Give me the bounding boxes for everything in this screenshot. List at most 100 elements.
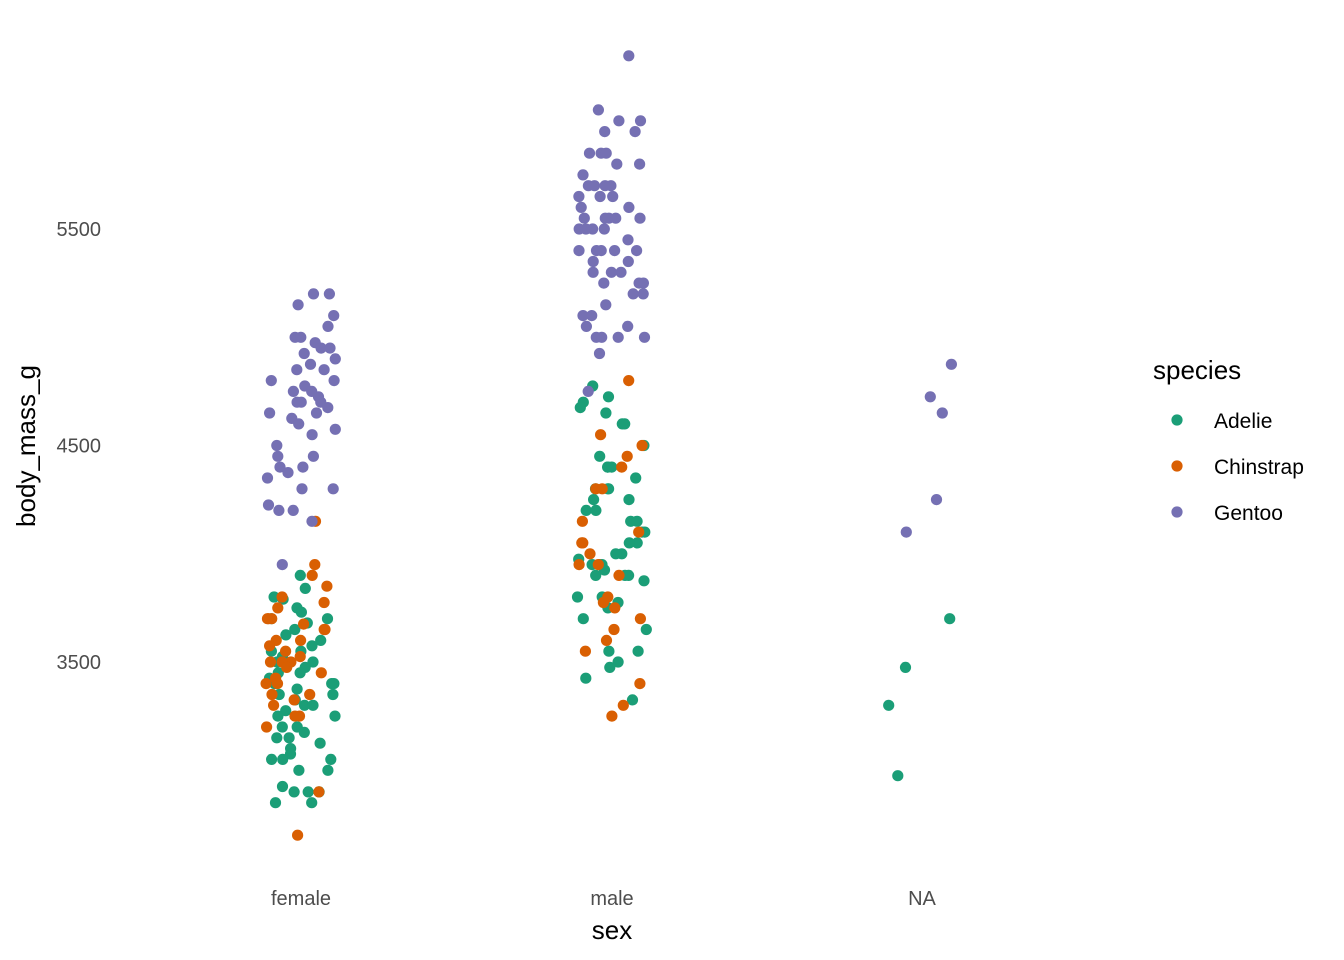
legend-key-chinstrap bbox=[1171, 460, 1183, 472]
data-point-chinstrap bbox=[592, 559, 604, 571]
data-point-gentoo bbox=[583, 147, 596, 159]
data-point-chinstrap bbox=[266, 688, 278, 701]
data-point-gentoo bbox=[306, 515, 318, 527]
data-point-chinstrap bbox=[576, 515, 589, 527]
data-point-adelie bbox=[284, 748, 297, 760]
data-point-gentoo bbox=[291, 364, 303, 376]
data-point-gentoo bbox=[318, 364, 330, 376]
data-point-chinstrap bbox=[313, 786, 325, 798]
data-point-gentoo bbox=[272, 450, 284, 462]
data-point-adelie bbox=[295, 606, 307, 618]
data-point-gentoo bbox=[287, 385, 299, 397]
data-point-adelie bbox=[288, 786, 300, 798]
data-point-gentoo bbox=[274, 461, 286, 473]
data-point-chinstrap bbox=[261, 613, 274, 625]
data-point-chinstrap bbox=[600, 634, 613, 647]
data-point-gentoo bbox=[592, 104, 605, 116]
data-point-chinstrap bbox=[595, 429, 607, 441]
data-point-gentoo bbox=[900, 526, 912, 538]
data-point-chinstrap bbox=[606, 710, 618, 722]
data-point-adelie bbox=[268, 591, 280, 603]
data-point-adelie bbox=[325, 753, 337, 766]
data-point-chinstrap bbox=[319, 623, 331, 636]
data-point-adelie bbox=[298, 699, 311, 711]
data-point-gentoo bbox=[577, 310, 589, 322]
data-point-chinstrap bbox=[304, 688, 316, 701]
data-point-gentoo bbox=[276, 559, 288, 571]
x-tick-label: NA bbox=[908, 888, 936, 910]
data-point-chinstrap bbox=[298, 618, 310, 630]
data-point-adelie bbox=[883, 699, 895, 711]
data-point-adelie bbox=[899, 661, 912, 674]
data-point-gentoo bbox=[292, 299, 304, 311]
data-point-adelie bbox=[616, 418, 628, 430]
data-point-gentoo bbox=[609, 245, 621, 257]
data-point-gentoo bbox=[323, 288, 335, 300]
data-point-adelie bbox=[631, 515, 643, 527]
data-point-adelie bbox=[266, 753, 278, 766]
data-point-adelie bbox=[327, 688, 339, 701]
data-point-chinstrap bbox=[288, 694, 300, 706]
data-point-gentoo bbox=[580, 223, 592, 235]
data-point-gentoo bbox=[924, 391, 936, 403]
data-point-adelie bbox=[328, 678, 340, 690]
data-point-adelie bbox=[293, 764, 305, 776]
data-point-adelie bbox=[294, 569, 306, 582]
data-point-adelie bbox=[604, 661, 616, 674]
data-point-gentoo bbox=[324, 342, 336, 354]
data-point-gentoo bbox=[596, 331, 608, 343]
data-point-adelie bbox=[944, 613, 956, 625]
data-point-gentoo bbox=[930, 494, 943, 506]
data-point-adelie bbox=[306, 797, 318, 809]
data-point-adelie bbox=[588, 494, 600, 506]
y-tick-label: 4500 bbox=[57, 436, 102, 458]
data-point-gentoo bbox=[587, 255, 599, 268]
plot-points bbox=[260, 50, 958, 841]
data-point-adelie bbox=[594, 450, 606, 462]
data-point-gentoo bbox=[595, 245, 607, 257]
data-point-adelie bbox=[610, 548, 622, 560]
data-point-gentoo bbox=[315, 342, 327, 354]
data-point-gentoo bbox=[613, 115, 625, 127]
data-point-adelie bbox=[603, 645, 615, 657]
data-point-gentoo bbox=[629, 126, 641, 138]
y-axis-title: body_mass_g bbox=[11, 365, 41, 527]
data-point-chinstrap bbox=[268, 699, 280, 711]
data-point-adelie bbox=[276, 721, 288, 733]
data-point-adelie bbox=[294, 667, 306, 679]
data-point-gentoo bbox=[587, 266, 599, 278]
data-point-gentoo bbox=[631, 245, 643, 257]
data-point-chinstrap bbox=[633, 526, 645, 538]
data-point-adelie bbox=[291, 683, 303, 695]
data-point-adelie bbox=[283, 732, 295, 744]
data-point-gentoo bbox=[328, 310, 340, 322]
data-point-chinstrap bbox=[623, 375, 635, 387]
data-point-gentoo bbox=[322, 320, 334, 332]
x-tick-label: female bbox=[271, 888, 331, 910]
x-axis: female male NA bbox=[271, 888, 937, 910]
data-point-adelie bbox=[626, 694, 639, 706]
data-point-chinstrap bbox=[289, 710, 301, 722]
data-point-gentoo bbox=[282, 467, 294, 479]
data-point-gentoo bbox=[322, 402, 334, 414]
data-point-adelie bbox=[892, 770, 904, 782]
data-point-adelie bbox=[302, 786, 314, 798]
data-point-gentoo bbox=[599, 180, 611, 192]
data-point-adelie bbox=[631, 537, 643, 549]
data-point-chinstrap bbox=[613, 569, 625, 582]
data-point-gentoo bbox=[307, 288, 320, 300]
data-point-adelie bbox=[271, 732, 283, 744]
legend-label: Adelie bbox=[1214, 410, 1272, 433]
data-point-adelie bbox=[602, 391, 615, 403]
data-point-chinstrap bbox=[608, 623, 620, 636]
data-point-chinstrap bbox=[281, 661, 293, 674]
data-point-chinstrap bbox=[264, 656, 277, 668]
data-point-gentoo bbox=[623, 50, 635, 62]
data-point-adelie bbox=[314, 737, 326, 749]
data-point-gentoo bbox=[307, 450, 319, 462]
legend: species Adelie Chinstrap Gentoo bbox=[1153, 355, 1304, 525]
data-point-chinstrap bbox=[634, 613, 647, 625]
data-point-chinstrap bbox=[584, 548, 596, 560]
data-point-gentoo bbox=[623, 201, 635, 213]
data-point-gentoo bbox=[612, 331, 624, 343]
